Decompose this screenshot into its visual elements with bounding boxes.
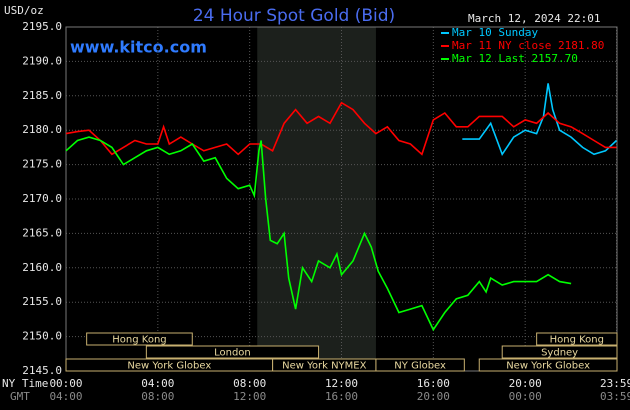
y-axis-label: USD/oz xyxy=(4,4,44,17)
price-line xyxy=(65,101,617,156)
session-bar xyxy=(536,332,618,346)
x2-tick-label: 04:00 xyxy=(49,390,82,403)
y-tick-label: 2155.0 xyxy=(22,295,62,308)
x2-tick-label: 12:00 xyxy=(233,390,266,403)
price-line xyxy=(65,136,572,332)
x2-tick-label: 16:00 xyxy=(325,390,358,403)
y-tick-label: 2145.0 xyxy=(22,364,62,377)
session-bar xyxy=(145,345,320,359)
x-tick-label: 23:59 xyxy=(600,377,630,390)
x2-tick-label: 08:00 xyxy=(141,390,174,403)
session-bar xyxy=(86,332,193,346)
y-tick-label: 2180.0 xyxy=(22,123,62,136)
x-tick-label: 12:00 xyxy=(325,377,358,390)
x-tick-label: 16:00 xyxy=(417,377,450,390)
x2-tick-label: 00:00 xyxy=(509,390,542,403)
shade-band xyxy=(257,27,376,371)
x-tick-label: 08:00 xyxy=(233,377,266,390)
x-tick-label: 04:00 xyxy=(141,377,174,390)
y-tick-label: 2185.0 xyxy=(22,89,62,102)
session-label: NY Globex xyxy=(394,361,446,372)
chart-title: 24 Hour Spot Gold (Bid) xyxy=(193,6,395,26)
watermark: www.kitco.com xyxy=(70,38,207,57)
x-tick-label: 20:00 xyxy=(509,377,542,390)
session-label: New York Globex xyxy=(127,361,211,372)
y-tick-label: 2195.0 xyxy=(22,20,62,33)
legend-label: Mar 10 Sunday xyxy=(452,26,538,39)
session-bar xyxy=(478,358,618,372)
session-label: Sydney xyxy=(541,348,578,359)
y-tick-label: 2165.0 xyxy=(22,226,62,239)
x-axis-label: NY Time xyxy=(2,377,48,390)
x2-tick-label: 20:00 xyxy=(417,390,450,403)
session-label: London xyxy=(214,348,251,359)
price-line xyxy=(462,83,618,157)
session-label: Hong Kong xyxy=(550,335,604,346)
session-bar xyxy=(501,345,618,359)
session-label: New York Globex xyxy=(506,361,590,372)
legend-label: Mar 12 Last 2157.70 xyxy=(452,52,578,65)
session-bar xyxy=(375,358,465,372)
session-label: New York NYMEX xyxy=(282,361,367,372)
session-label: Hong Kong xyxy=(112,335,166,346)
x-tick-label: 00:00 xyxy=(49,377,82,390)
timestamp: March 12, 2024 22:01 xyxy=(468,12,600,25)
y-tick-label: 2175.0 xyxy=(22,158,62,171)
y-tick-label: 2190.0 xyxy=(22,54,62,67)
x2-tick-label: 03:59 xyxy=(600,390,630,403)
y-tick-label: 2170.0 xyxy=(22,192,62,205)
y-tick-label: 2160.0 xyxy=(22,261,62,274)
y-tick-label: 2150.0 xyxy=(22,330,62,343)
x2-axis-label: GMT xyxy=(10,390,30,403)
legend-label: Mar 11 NY close 2181.80 xyxy=(452,39,604,52)
